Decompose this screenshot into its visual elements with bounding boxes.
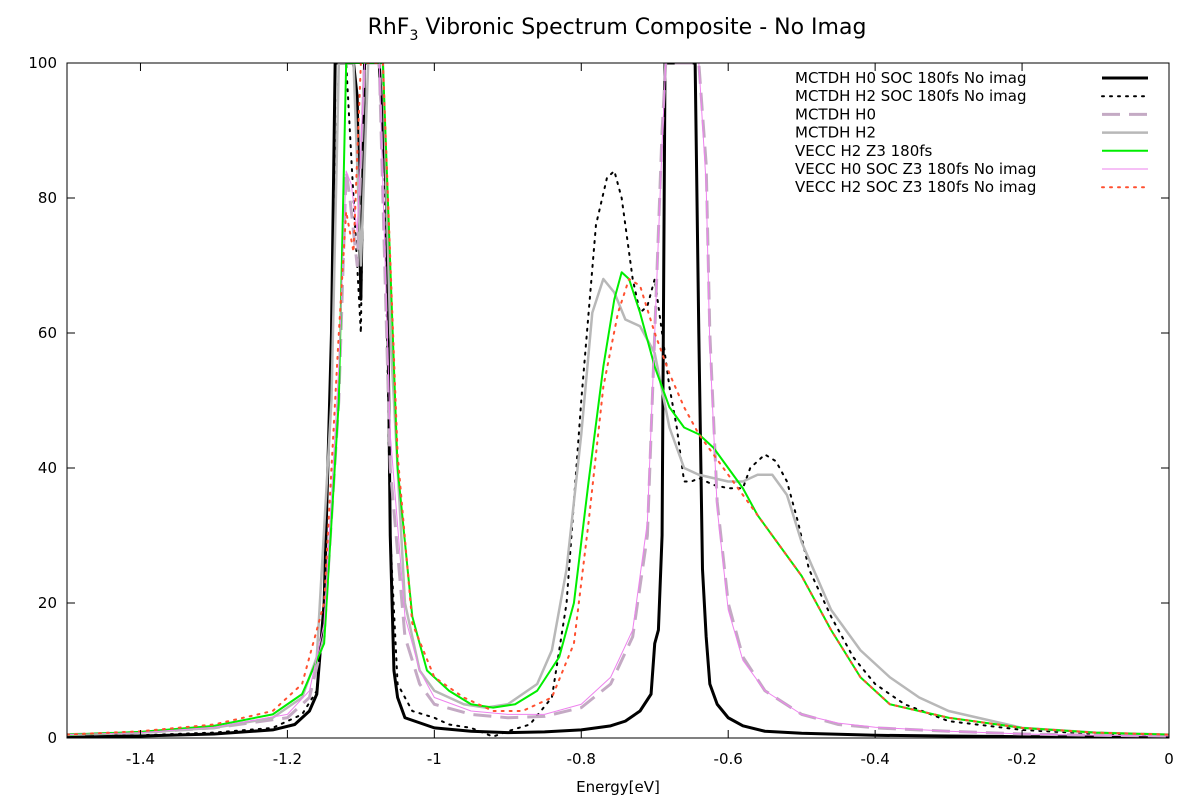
x-tick-label: -0.4 — [860, 750, 889, 768]
y-tick-label: 40 — [38, 459, 57, 477]
plot-frame — [66, 62, 1170, 739]
series-line-4 — [67, 63, 1169, 736]
legend-label-1: MCTDH H0 SOC 180fs No imag — [795, 69, 1027, 87]
series-line-7 — [67, 63, 1169, 736]
legend-label-5: VECC H2 Z3 180fs — [795, 142, 933, 160]
x-tick-label: -0.2 — [1007, 750, 1036, 768]
series-line-2 — [67, 63, 1169, 738]
series-line-1 — [67, 63, 1169, 738]
series-line-5 — [67, 63, 1169, 736]
legend-label-6: VECC H0 SOC Z3 180fs No imag — [795, 160, 1036, 178]
chart-title-main: RhF — [368, 15, 410, 40]
legend-label-7: VECC H2 SOC Z3 180fs No imag — [795, 178, 1036, 196]
x-axis-label: Energy[eV] — [576, 778, 660, 796]
x-tick-label: -1 — [427, 750, 442, 768]
x-tick-label: 0 — [1164, 750, 1174, 768]
chart-title-rest: Vibronic Spectrum Composite - No Imag — [418, 15, 866, 40]
chart-title: RhF3 Vibronic Spectrum Composite - No Im… — [368, 15, 867, 44]
y-tick-label: 0 — [47, 729, 57, 747]
legend-label-2: MCTDH H2 SOC 180fs No imag — [795, 87, 1027, 105]
y-tick-label: 60 — [38, 324, 57, 342]
x-tick-label: -0.6 — [714, 750, 743, 768]
series-layer — [67, 63, 1169, 738]
series-line-6 — [67, 63, 1169, 737]
y-tick-label: 100 — [28, 54, 57, 72]
y-tick-label: 80 — [38, 189, 57, 207]
x-tick-label: -1.2 — [273, 750, 302, 768]
x-tick-label: -0.8 — [567, 750, 596, 768]
axis-ticks: -1.4 -1.2 -1 -0.8 -0.6 -0.4 -0.2 0 0 20 40 60 80 100 — [28, 54, 1173, 768]
x-tick-label: -1.4 — [126, 750, 155, 768]
chart-title-subscript: 3 — [409, 28, 418, 44]
y-tick-label: 20 — [38, 594, 57, 612]
legend-label-3: MCTDH H0 — [795, 105, 876, 123]
legend-label-4: MCTDH H2 — [795, 124, 876, 142]
